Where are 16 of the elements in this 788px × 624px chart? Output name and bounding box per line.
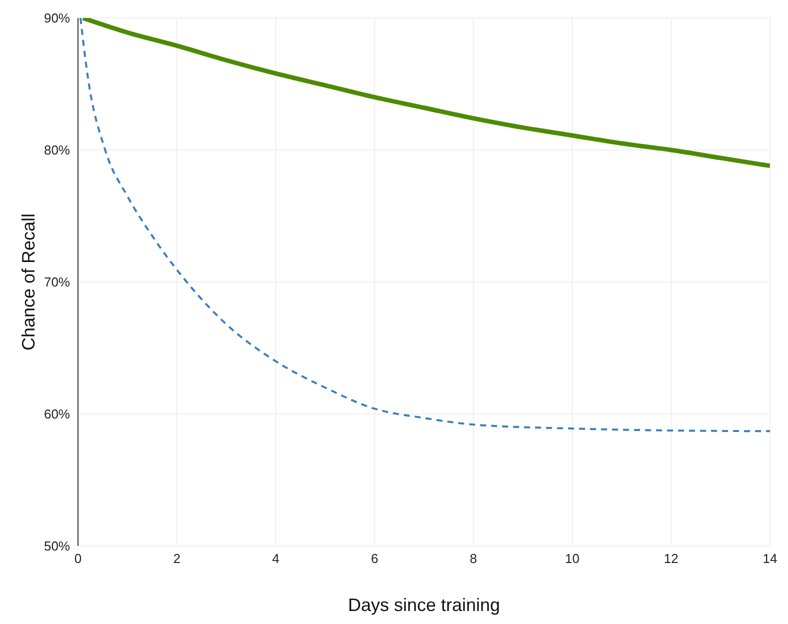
x-tick-label: 8 [470,551,478,566]
x-tick-label: 4 [272,551,280,566]
y-tick-label: 60% [44,406,70,422]
x-axis-title: Days since training [348,594,500,615]
line-series [80,18,770,168]
y-tick-label: 50% [44,538,70,554]
x-tick-label: 10 [565,551,580,566]
x-tick-label: 0 [74,551,82,566]
x-tick-label: 14 [762,551,778,566]
y-tick-label: 70% [44,274,70,290]
y-axis-title: Chance of Recall [18,213,38,351]
x-tick-label: 12 [664,551,678,566]
y-tick-label: 90% [44,10,70,26]
x-tick-label: 2 [173,551,180,566]
y-tick-label: 80% [44,142,70,158]
x-tick-label: 6 [370,551,378,566]
